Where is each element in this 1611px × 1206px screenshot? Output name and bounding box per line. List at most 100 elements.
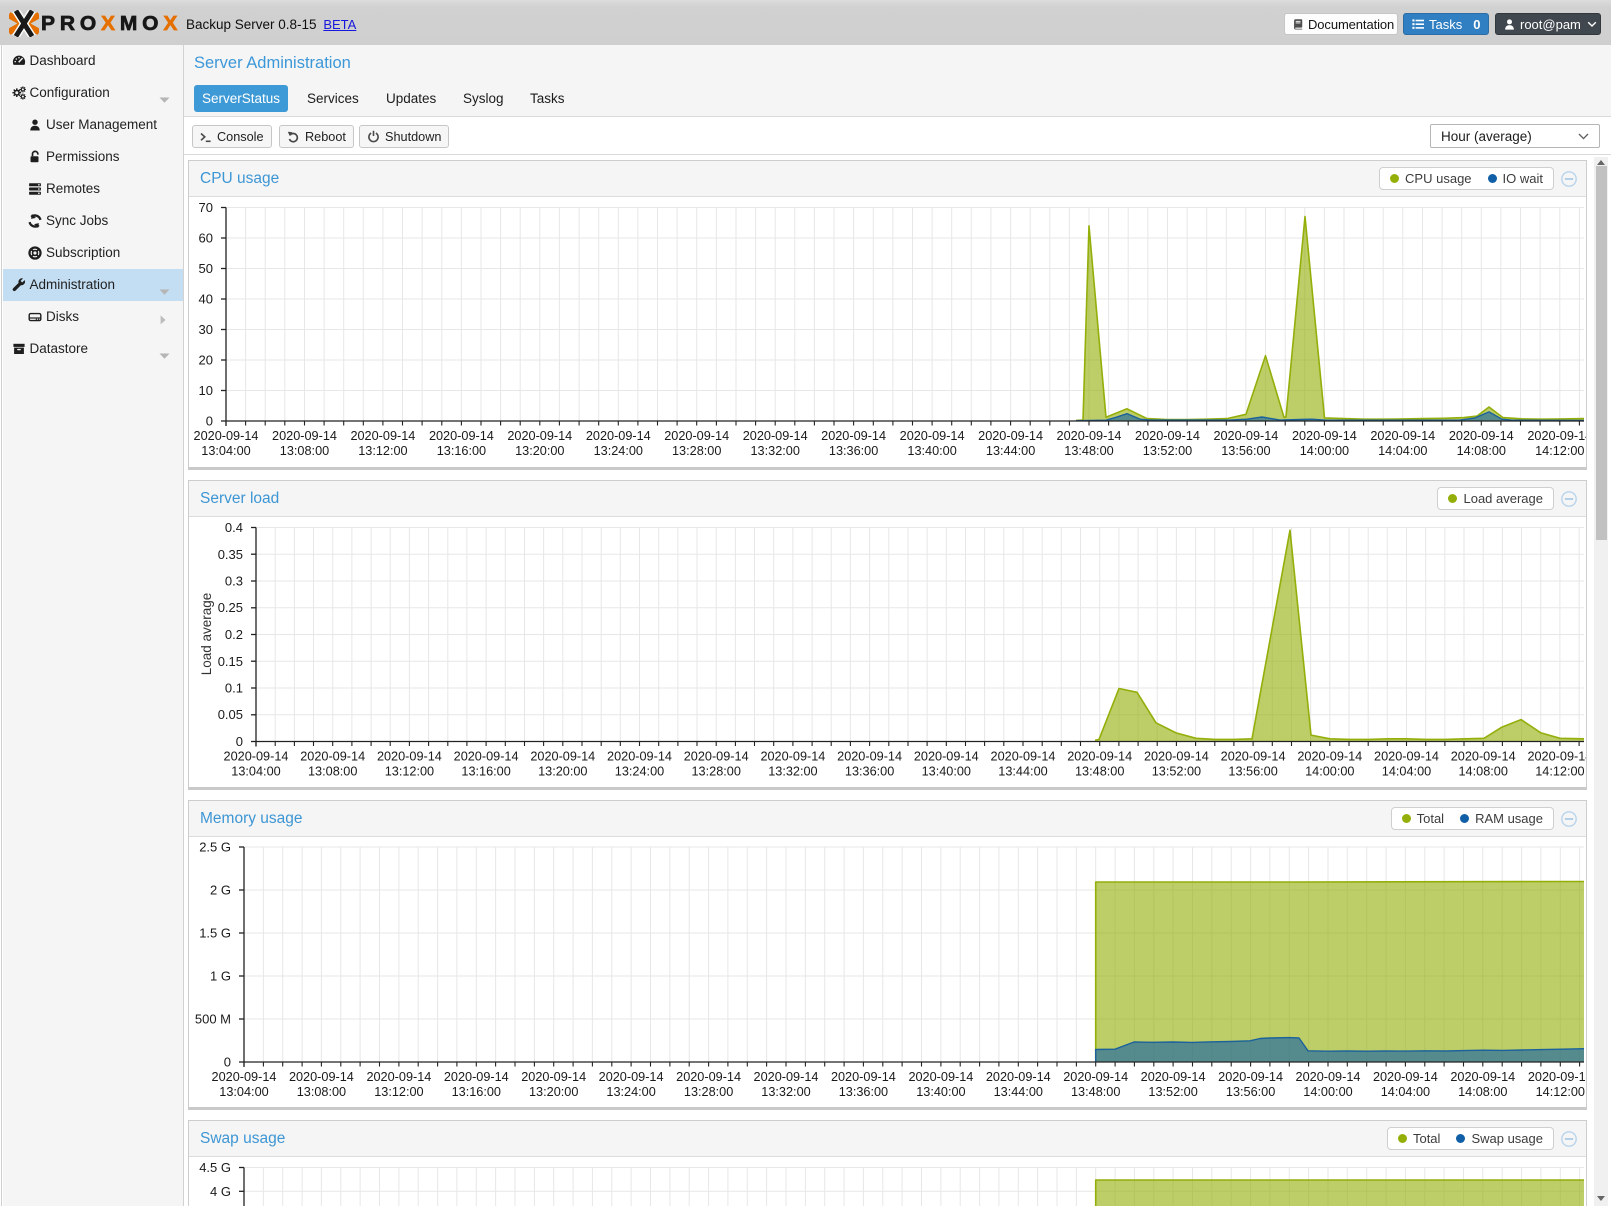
- svg-text:2020-09-14: 2020-09-14: [521, 1070, 586, 1084]
- svg-text:2020-09-14: 2020-09-14: [743, 429, 808, 443]
- svg-text:13:16:00: 13:16:00: [452, 1085, 501, 1099]
- svg-text:2020-09-14: 2020-09-14: [1218, 1070, 1283, 1084]
- svg-text:13:56:00: 13:56:00: [1226, 1085, 1275, 1099]
- svg-text:13:44:00: 13:44:00: [986, 444, 1035, 458]
- svg-text:0.05: 0.05: [218, 707, 243, 722]
- svg-text:13:08:00: 13:08:00: [308, 765, 357, 779]
- svg-text:2020-09-14: 2020-09-14: [607, 750, 672, 764]
- svg-text:13:12:00: 13:12:00: [374, 1085, 423, 1099]
- svg-text:0.35: 0.35: [218, 547, 243, 562]
- svg-text:2020-09-14: 2020-09-14: [914, 750, 979, 764]
- svg-text:14:04:00: 14:04:00: [1381, 1085, 1430, 1099]
- svg-text:2020-09-14: 2020-09-14: [1063, 1070, 1128, 1084]
- svg-text:13:40:00: 13:40:00: [907, 444, 956, 458]
- svg-text:13:16:00: 13:16:00: [437, 444, 486, 458]
- svg-text:2020-09-14: 2020-09-14: [366, 1070, 431, 1084]
- svg-text:500 M: 500 M: [195, 1012, 231, 1027]
- svg-text:2 G: 2 G: [210, 883, 231, 898]
- svg-text:2020-09-14: 2020-09-14: [212, 1070, 277, 1084]
- svg-text:2020-09-14: 2020-09-14: [224, 750, 289, 764]
- svg-text:13:56:00: 13:56:00: [1221, 444, 1270, 458]
- svg-text:2020-09-14: 2020-09-14: [586, 429, 651, 443]
- svg-text:13:28:00: 13:28:00: [692, 765, 741, 779]
- svg-text:2020-09-14: 2020-09-14: [454, 750, 519, 764]
- svg-text:14:00:00: 14:00:00: [1303, 1085, 1352, 1099]
- svg-text:13:04:00: 13:04:00: [219, 1085, 268, 1099]
- svg-text:20: 20: [199, 353, 213, 368]
- svg-text:0.15: 0.15: [218, 654, 243, 669]
- svg-text:2020-09-14: 2020-09-14: [1527, 750, 1586, 764]
- svg-text:50: 50: [199, 261, 213, 276]
- svg-text:13:52:00: 13:52:00: [1152, 765, 1201, 779]
- svg-text:14:00:00: 14:00:00: [1305, 765, 1354, 779]
- svg-text:2020-09-14: 2020-09-14: [986, 1070, 1051, 1084]
- svg-text:13:44:00: 13:44:00: [998, 765, 1047, 779]
- svg-text:2020-09-14: 2020-09-14: [507, 429, 572, 443]
- svg-text:13:48:00: 13:48:00: [1064, 444, 1113, 458]
- svg-text:2020-09-14: 2020-09-14: [1450, 1070, 1515, 1084]
- svg-text:14:04:00: 14:04:00: [1382, 765, 1431, 779]
- svg-text:2020-09-14: 2020-09-14: [194, 429, 259, 443]
- svg-text:2020-09-14: 2020-09-14: [900, 429, 965, 443]
- svg-text:2020-09-14: 2020-09-14: [530, 750, 595, 764]
- svg-text:2020-09-14: 2020-09-14: [1374, 750, 1439, 764]
- svg-text:14:08:00: 14:08:00: [1459, 765, 1508, 779]
- svg-text:2020-09-14: 2020-09-14: [429, 429, 494, 443]
- svg-text:2020-09-14: 2020-09-14: [1067, 750, 1132, 764]
- svg-text:2020-09-14: 2020-09-14: [1297, 750, 1362, 764]
- svg-text:2020-09-14: 2020-09-14: [1057, 429, 1122, 443]
- svg-text:2020-09-14: 2020-09-14: [978, 429, 1043, 443]
- svg-text:4.5 G: 4.5 G: [199, 1160, 231, 1175]
- svg-text:2020-09-14: 2020-09-14: [1373, 1070, 1438, 1084]
- svg-text:14:04:00: 14:04:00: [1378, 444, 1427, 458]
- svg-text:13:56:00: 13:56:00: [1228, 765, 1277, 779]
- svg-text:2020-09-14: 2020-09-14: [821, 429, 886, 443]
- svg-text:13:36:00: 13:36:00: [845, 765, 894, 779]
- svg-text:13:52:00: 13:52:00: [1148, 1085, 1197, 1099]
- svg-text:30: 30: [199, 322, 213, 337]
- svg-text:0.3: 0.3: [225, 574, 243, 589]
- svg-text:13:20:00: 13:20:00: [515, 444, 564, 458]
- svg-text:13:36:00: 13:36:00: [829, 444, 878, 458]
- svg-text:2020-09-14: 2020-09-14: [300, 750, 365, 764]
- svg-text:0.2: 0.2: [225, 627, 243, 642]
- svg-text:13:24:00: 13:24:00: [594, 444, 643, 458]
- svg-text:13:24:00: 13:24:00: [615, 765, 664, 779]
- svg-text:2020-09-14: 2020-09-14: [1141, 1070, 1206, 1084]
- svg-text:2020-09-14: 2020-09-14: [350, 429, 415, 443]
- svg-text:13:40:00: 13:40:00: [916, 1085, 965, 1099]
- svg-text:13:12:00: 13:12:00: [358, 444, 407, 458]
- svg-text:1.5 G: 1.5 G: [199, 926, 231, 941]
- svg-text:4 G: 4 G: [210, 1184, 231, 1199]
- svg-text:14:08:00: 14:08:00: [1458, 1085, 1507, 1099]
- svg-text:13:32:00: 13:32:00: [751, 444, 800, 458]
- svg-text:2020-09-14: 2020-09-14: [908, 1070, 973, 1084]
- svg-text:13:44:00: 13:44:00: [994, 1085, 1043, 1099]
- svg-text:0: 0: [236, 734, 243, 749]
- svg-text:2020-09-14: 2020-09-14: [377, 750, 442, 764]
- svg-text:2020-09-14: 2020-09-14: [1144, 750, 1209, 764]
- svg-text:13:28:00: 13:28:00: [684, 1085, 733, 1099]
- svg-text:2020-09-14: 2020-09-14: [1370, 429, 1435, 443]
- svg-text:14:12:00: 14:12:00: [1535, 765, 1584, 779]
- svg-text:1 G: 1 G: [210, 969, 231, 984]
- svg-text:2020-09-14: 2020-09-14: [1213, 429, 1278, 443]
- svg-text:2020-09-14: 2020-09-14: [1221, 750, 1286, 764]
- svg-text:13:12:00: 13:12:00: [385, 765, 434, 779]
- svg-text:0: 0: [206, 414, 213, 429]
- svg-text:2020-09-14: 2020-09-14: [754, 1070, 819, 1084]
- svg-text:0: 0: [224, 1055, 231, 1070]
- svg-text:13:32:00: 13:32:00: [768, 765, 817, 779]
- svg-text:40: 40: [199, 292, 213, 307]
- svg-text:2020-09-14: 2020-09-14: [1292, 429, 1357, 443]
- svg-text:2020-09-14: 2020-09-14: [837, 750, 902, 764]
- svg-text:10: 10: [199, 383, 213, 398]
- svg-text:2020-09-14: 2020-09-14: [599, 1070, 664, 1084]
- svg-text:14:12:00: 14:12:00: [1535, 444, 1584, 458]
- svg-text:13:28:00: 13:28:00: [672, 444, 721, 458]
- svg-text:13:08:00: 13:08:00: [280, 444, 329, 458]
- svg-text:13:40:00: 13:40:00: [922, 765, 971, 779]
- svg-text:13:32:00: 13:32:00: [761, 1085, 810, 1099]
- svg-text:14:00:00: 14:00:00: [1300, 444, 1349, 458]
- svg-text:2020-09-14: 2020-09-14: [289, 1070, 354, 1084]
